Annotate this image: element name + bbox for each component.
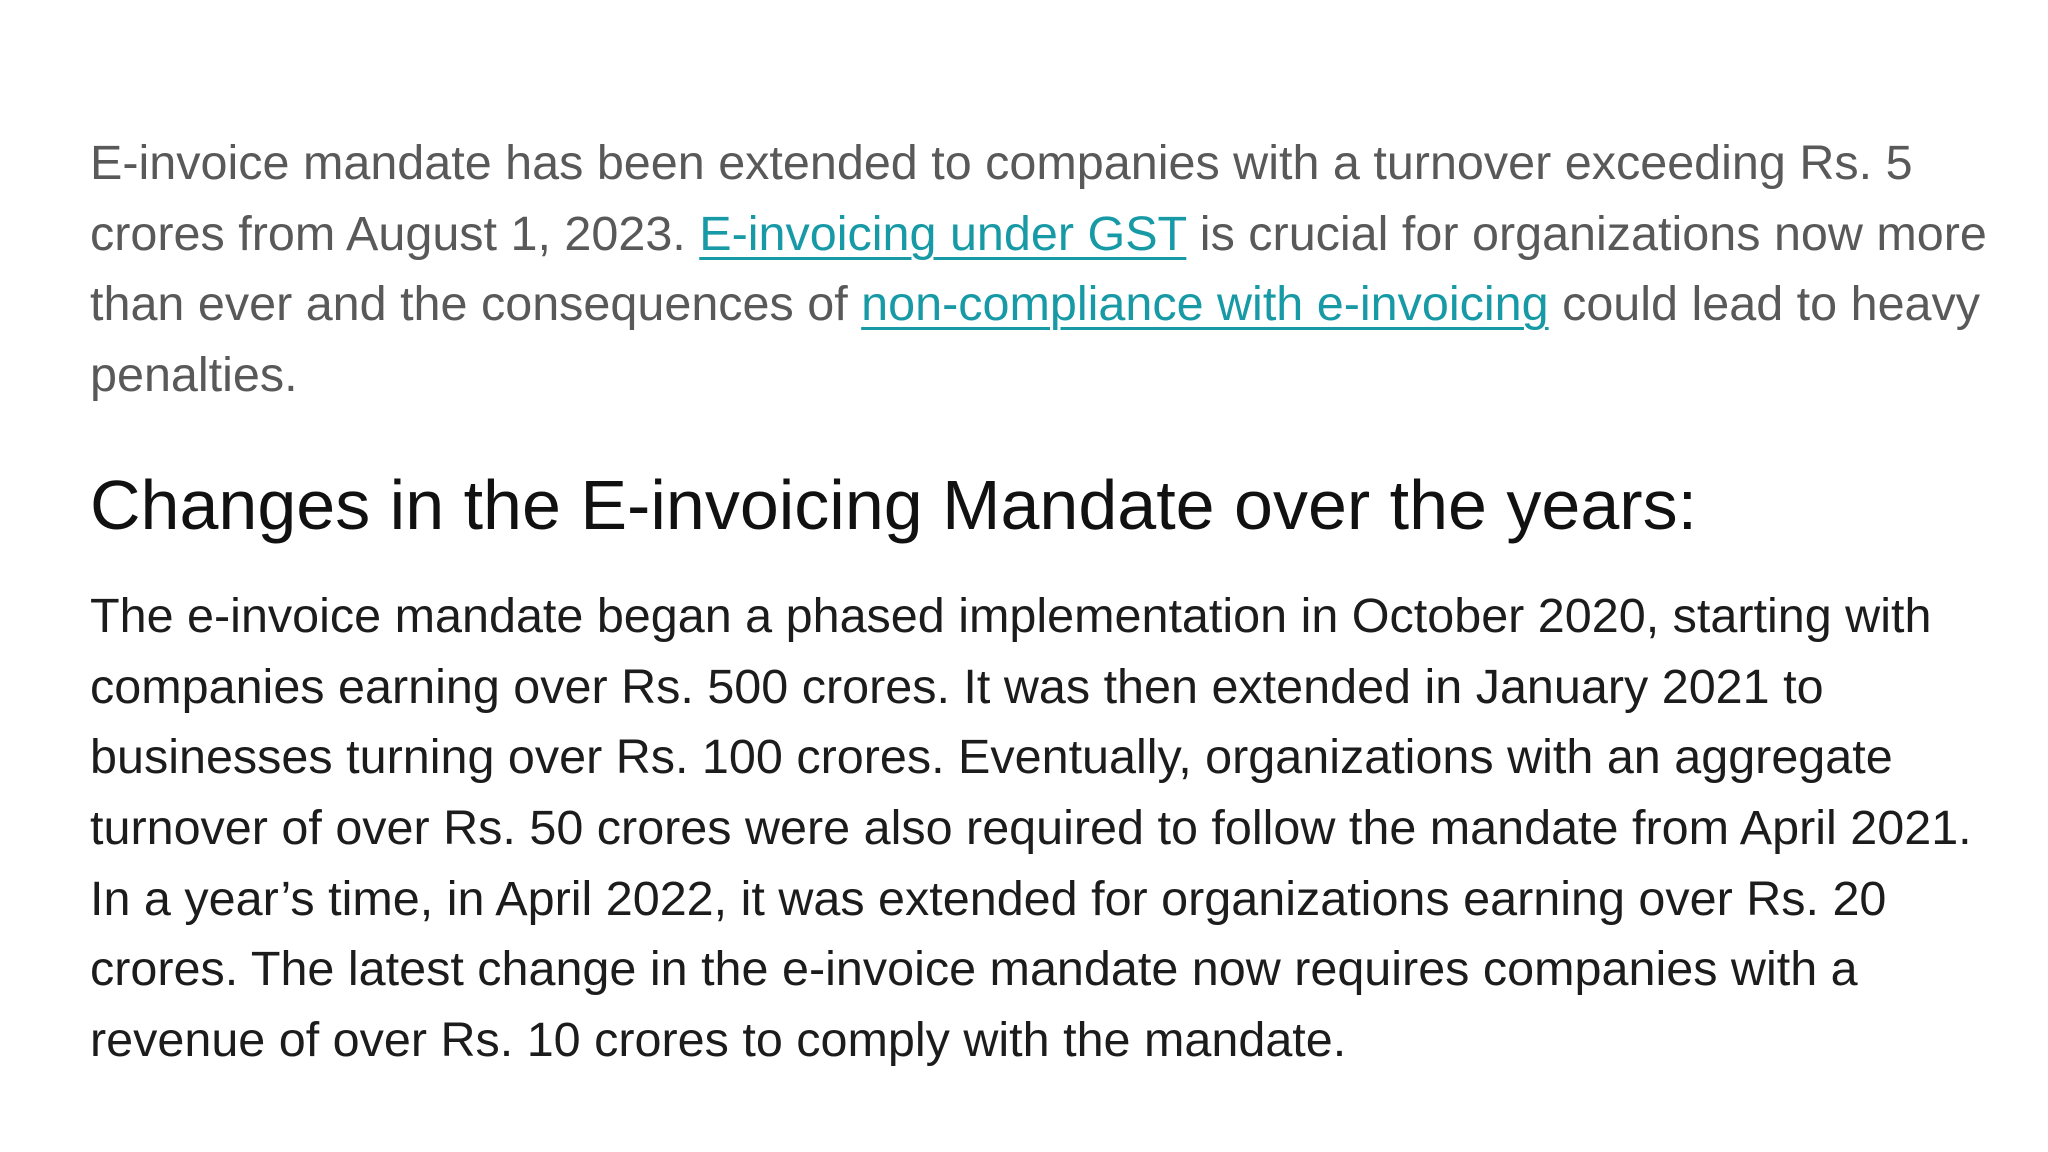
- intro-text-end: could lead to heavy penalties.: [90, 277, 1981, 403]
- intro-text-start: E-invoice mandate has been extended to c…: [90, 136, 1913, 261]
- section-heading: Changes in the E-invoicing Mandate over …: [90, 465, 1698, 544]
- e-invoicing-under-gst-link[interactable]: E-invoicing under GST: [699, 206, 1187, 261]
- intro-text-middle: is crucial for organizations now more th…: [90, 206, 1987, 332]
- section-body-paragraph: The e-invoice mandate began a phased imp…: [90, 588, 1972, 1068]
- non-compliance-link[interactable]: non-compliance with e-invoicing: [861, 277, 1549, 332]
- intro-paragraph: E-invoice mandate has been extended to c…: [90, 128, 1990, 411]
